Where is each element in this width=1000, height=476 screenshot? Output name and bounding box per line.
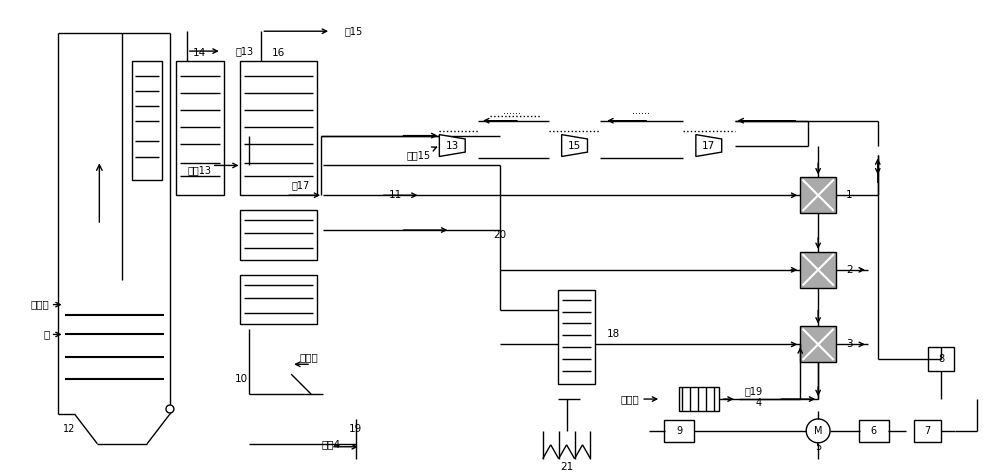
Polygon shape xyxy=(696,135,722,157)
Polygon shape xyxy=(439,135,465,157)
Bar xyxy=(240,61,317,195)
Bar xyxy=(132,61,162,180)
Text: 到17: 到17 xyxy=(291,180,309,190)
Text: 14: 14 xyxy=(193,48,206,58)
Text: 10: 10 xyxy=(235,374,248,384)
Text: 12: 12 xyxy=(63,424,75,434)
Text: 到13: 到13 xyxy=(236,46,254,56)
Text: ......: ...... xyxy=(503,106,521,116)
Bar xyxy=(859,420,889,442)
Text: 17: 17 xyxy=(702,140,715,150)
Text: 15: 15 xyxy=(568,140,581,150)
Bar xyxy=(558,290,595,384)
Text: 2: 2 xyxy=(846,265,853,275)
Text: 18: 18 xyxy=(606,329,620,339)
Text: 来自15: 来自15 xyxy=(406,150,430,160)
Text: 6: 6 xyxy=(871,426,877,436)
Bar xyxy=(800,327,836,362)
Bar xyxy=(914,420,941,442)
Text: 来自13: 来自13 xyxy=(188,165,212,175)
Text: 热空气: 热空气 xyxy=(300,352,318,362)
Text: 16: 16 xyxy=(272,48,285,58)
Bar xyxy=(800,252,836,288)
Text: 来自4: 来自4 xyxy=(321,439,341,449)
Text: 8: 8 xyxy=(938,354,944,364)
Bar xyxy=(928,347,954,371)
Circle shape xyxy=(806,419,830,443)
Bar xyxy=(679,387,719,411)
Text: 1: 1 xyxy=(846,190,853,200)
Text: 4: 4 xyxy=(755,398,762,408)
Circle shape xyxy=(166,405,174,413)
Text: 21: 21 xyxy=(560,462,573,472)
Text: 煤: 煤 xyxy=(43,329,50,339)
Bar xyxy=(800,178,836,213)
Text: 9: 9 xyxy=(676,426,682,436)
Text: 7: 7 xyxy=(924,426,931,436)
Text: 20: 20 xyxy=(493,230,507,240)
Text: 热空气: 热空气 xyxy=(31,299,50,309)
Text: M: M xyxy=(814,426,822,436)
Text: 11: 11 xyxy=(389,190,402,200)
Polygon shape xyxy=(562,135,587,157)
Text: 13: 13 xyxy=(446,140,459,150)
Bar xyxy=(176,61,224,195)
Text: 到19: 到19 xyxy=(744,386,763,396)
Bar xyxy=(240,210,317,260)
Text: 3: 3 xyxy=(846,339,853,349)
Text: 冷空气: 冷空气 xyxy=(620,394,639,404)
Text: 5: 5 xyxy=(815,442,821,452)
Bar xyxy=(664,420,694,442)
Text: 到15: 到15 xyxy=(345,26,363,36)
Text: 19: 19 xyxy=(349,424,362,434)
Bar xyxy=(240,275,317,325)
Text: ......: ...... xyxy=(632,106,650,116)
